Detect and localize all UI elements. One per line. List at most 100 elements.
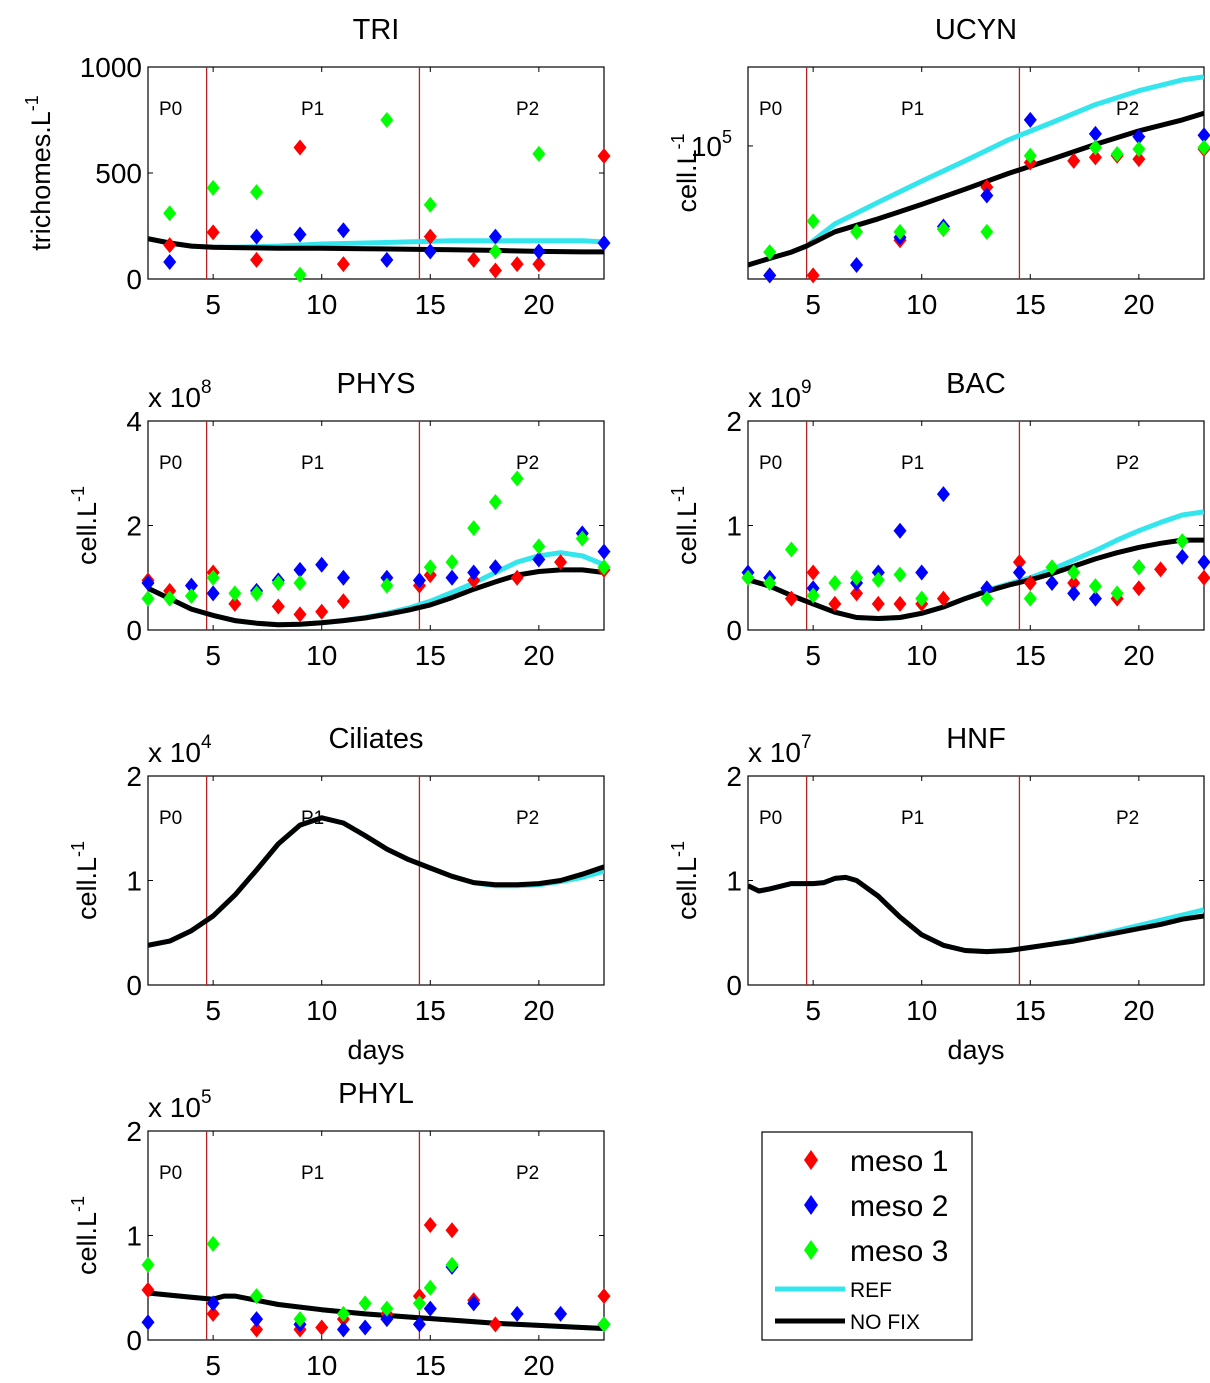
hnf-period-label-p1: P1 bbox=[901, 808, 924, 829]
bac-nofix-line bbox=[748, 537, 1204, 621]
phyl-meso1-point bbox=[445, 1222, 459, 1239]
ucyn-nofix-line bbox=[748, 110, 1204, 268]
phys-meso3-point bbox=[445, 554, 459, 571]
ucyn-meso3-point bbox=[1197, 139, 1210, 156]
tri-meso1-point bbox=[206, 224, 220, 241]
phyl-meso1-point bbox=[206, 1305, 220, 1322]
bac-meso1-point bbox=[893, 595, 907, 612]
hnf-ytick-label: 1 bbox=[726, 866, 742, 897]
phyl-meso3-point bbox=[206, 1235, 220, 1252]
legend-label-meso2: meso 2 bbox=[850, 1190, 948, 1223]
bac-meso3-point bbox=[784, 541, 798, 558]
bac-panel: P0 P1 P2 5 10 15 20 0 1 2 BAC x 109 cell.L-1 bbox=[668, 368, 1210, 671]
bac-meso3-point bbox=[1175, 533, 1189, 550]
phyl-meso3-point bbox=[412, 1295, 426, 1312]
bac-meso3-point bbox=[1132, 559, 1146, 576]
bac-meso1-point bbox=[1197, 569, 1210, 586]
ucyn-meso3-point bbox=[1110, 146, 1124, 163]
phyl-title: PHYL bbox=[338, 1078, 414, 1110]
phys-meso3-point bbox=[184, 588, 198, 605]
ucyn-axes-box bbox=[747, 66, 1205, 280]
ucyn-meso1-point bbox=[980, 179, 994, 196]
tri-ytick-label: 0 bbox=[126, 264, 142, 295]
tri-period-label-p2: P2 bbox=[516, 99, 539, 120]
phyl-meso1-point bbox=[597, 1288, 611, 1305]
phyl-meso3-point bbox=[423, 1279, 437, 1296]
ucyn-meso1-point bbox=[1132, 151, 1146, 168]
cil-title: Ciliates bbox=[328, 723, 423, 755]
legend-marker-meso3 bbox=[804, 1240, 818, 1260]
phyl-meso2-point bbox=[358, 1319, 372, 1336]
bac-meso2-point bbox=[1197, 554, 1210, 571]
hnf-xtick-label: 15 bbox=[1015, 995, 1046, 1026]
cil-ytick-label: 2 bbox=[126, 761, 142, 792]
ucyn-xtick-label: 20 bbox=[1123, 289, 1154, 320]
bac-meso3-point bbox=[915, 590, 929, 607]
tri-meso1-point bbox=[467, 251, 481, 268]
tri-xtick-label: 20 bbox=[523, 289, 554, 320]
bac-meso1-point bbox=[871, 595, 885, 612]
phys-ytick-label: 4 bbox=[126, 406, 142, 437]
phyl-meso3-point bbox=[380, 1300, 394, 1317]
ucyn-meso3-point bbox=[1132, 141, 1146, 158]
tri-meso3-point bbox=[250, 184, 264, 201]
phys-meso2-point bbox=[597, 543, 611, 560]
ucyn-meso2-point bbox=[1197, 127, 1210, 144]
tri-ytick-label: 500 bbox=[95, 158, 142, 189]
tri-meso2-point bbox=[163, 254, 177, 271]
hnf-xlabel: days bbox=[947, 1035, 1004, 1065]
tri-panel: P0 P1 P2 5 10 15 20 0 500 1000 TRI trichomes.L-1 bbox=[22, 14, 611, 320]
phyl-meso3-point bbox=[336, 1305, 350, 1322]
phys-meso3-point bbox=[510, 470, 524, 487]
ucyn-period-label-p0: P0 bbox=[759, 99, 782, 120]
tri-title: TRI bbox=[353, 14, 400, 46]
phys-meso2-point bbox=[532, 551, 546, 568]
tri-meso3-point bbox=[532, 145, 546, 162]
phyl-meso1-point bbox=[141, 1281, 155, 1298]
tri-meso1-point bbox=[336, 256, 350, 273]
bac-ylabel: cell.L-1 bbox=[668, 486, 702, 565]
ucyn-meso3-point bbox=[763, 244, 777, 261]
phys-meso1-point bbox=[315, 603, 329, 620]
phys-meso1-point bbox=[271, 598, 285, 615]
phyl-meso2-point bbox=[250, 1311, 264, 1328]
cil-xtick-label: 20 bbox=[523, 995, 554, 1026]
phyl-period-label-p0: P0 bbox=[159, 1163, 182, 1184]
tri-period-label-p1: P1 bbox=[301, 99, 324, 120]
ucyn-ytick-label: 105 bbox=[691, 127, 732, 162]
phys-ytick-label: 2 bbox=[126, 511, 142, 542]
phys-meso2-point bbox=[336, 569, 350, 586]
phys-meso3-point bbox=[293, 574, 307, 591]
phyl-xtick-label: 10 bbox=[306, 1350, 337, 1381]
phyl-meso2-point bbox=[412, 1316, 426, 1333]
phys-meso3-point bbox=[163, 590, 177, 607]
phyl-panel: P0 P1 P2 5 10 15 20 0 1 2 PHYL x 105 cell.L-1 bbox=[68, 1078, 611, 1381]
bac-meso1-point bbox=[850, 585, 864, 602]
phyl-meso2-point bbox=[510, 1305, 524, 1322]
bac-meso3-point bbox=[1045, 559, 1059, 576]
bac-xtick-label: 10 bbox=[906, 640, 937, 671]
phys-meso1-point bbox=[510, 569, 524, 586]
ucyn-meso2-point bbox=[1023, 111, 1037, 128]
bac-ytick-label: 1 bbox=[726, 511, 742, 542]
tri-nofix-line bbox=[148, 236, 604, 255]
ucyn-ylabel: cell.L-1 bbox=[668, 133, 702, 212]
phyl-meso3-point bbox=[445, 1256, 459, 1273]
bac-meso2-point bbox=[936, 486, 950, 503]
phys-meso2-point bbox=[488, 559, 502, 576]
tri-meso2-point bbox=[597, 234, 611, 251]
phyl-meso2-point bbox=[336, 1321, 350, 1338]
ucyn-meso3-point bbox=[1088, 139, 1102, 156]
phys-meso3-point bbox=[467, 520, 481, 537]
bac-meso3-point bbox=[1088, 578, 1102, 595]
ucyn-panel: P0 P1 P2 5 10 15 20 105 UCYN cell.L-1 bbox=[668, 14, 1210, 320]
bac-xtick-label: 20 bbox=[1123, 640, 1154, 671]
phyl-meso2-point bbox=[554, 1305, 568, 1322]
phys-meso3-point bbox=[380, 577, 394, 594]
cil-period-label-p2: P2 bbox=[516, 808, 539, 829]
tri-meso2-point bbox=[250, 228, 264, 245]
hnf-xtick-label: 10 bbox=[906, 995, 937, 1026]
phyl-meso2-point bbox=[423, 1300, 437, 1317]
bac-meso2-point bbox=[1012, 564, 1026, 581]
phyl-multiplier: x 105 bbox=[148, 1087, 212, 1123]
